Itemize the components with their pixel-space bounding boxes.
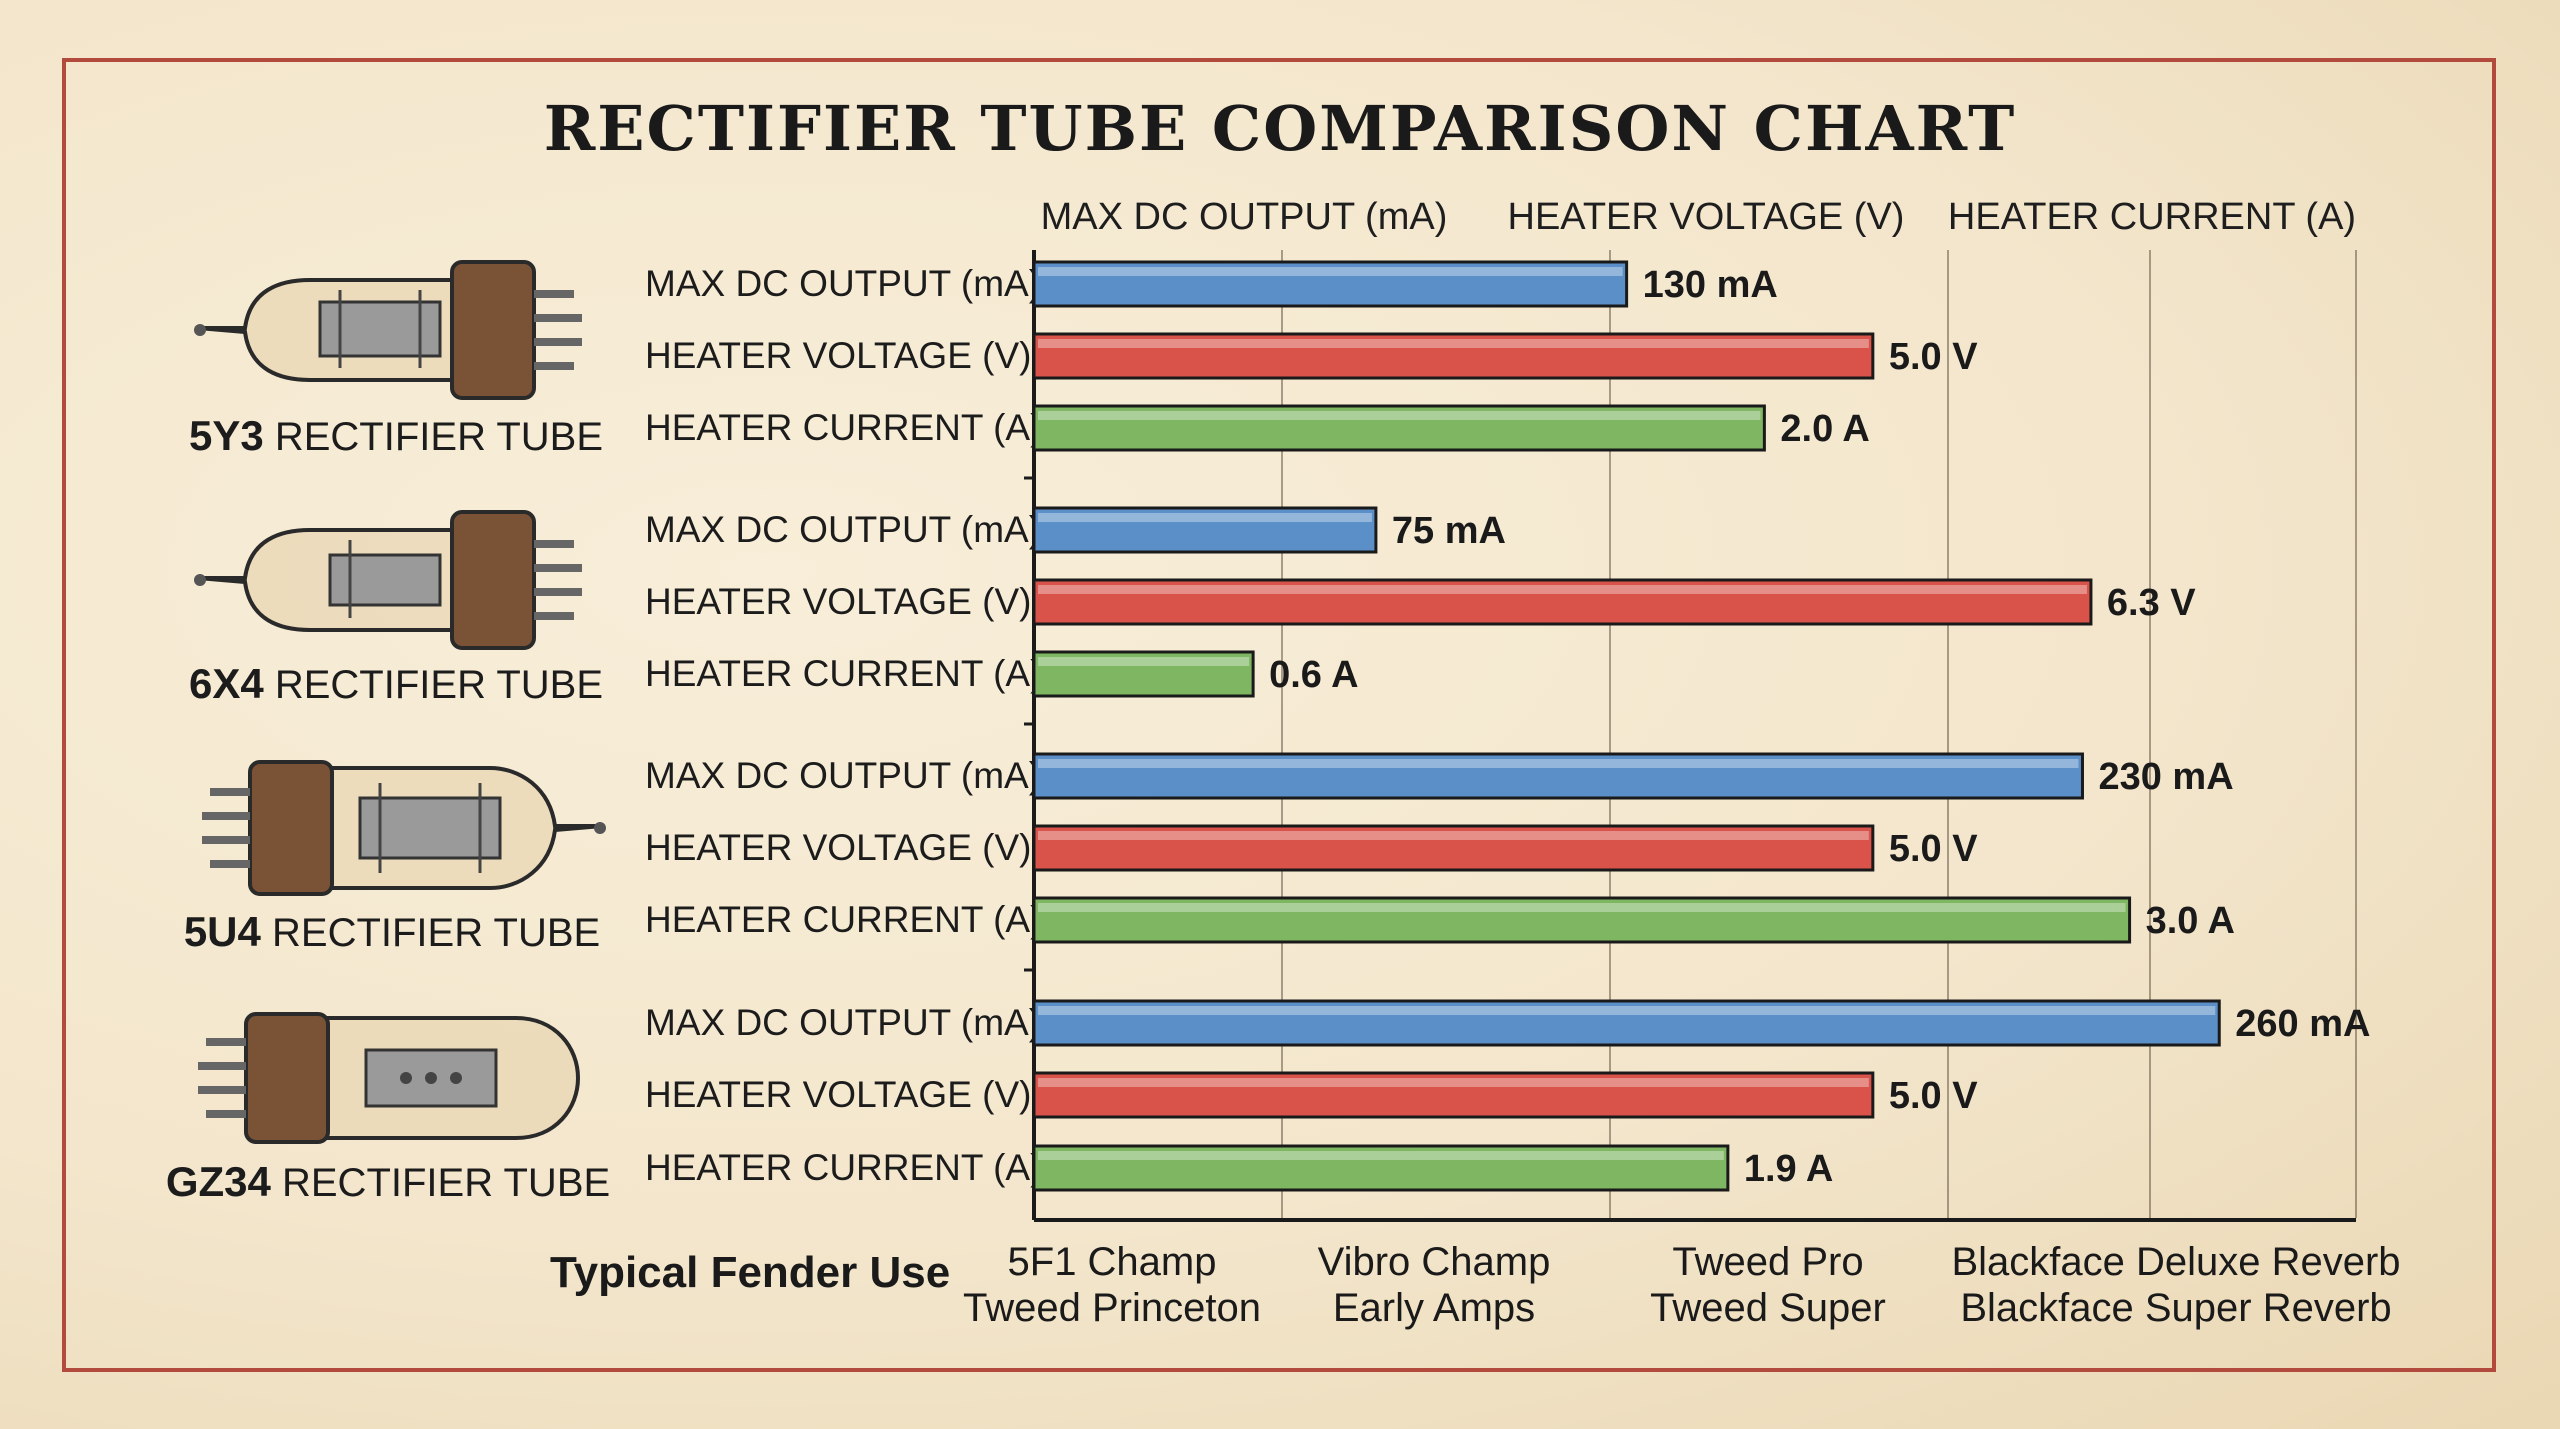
row-label-5y3-heater-current: HEATER CURRENT (A) — [645, 407, 1043, 448]
tube-label-5y3: 5Y3 RECTIFIER TUBE — [188, 412, 604, 459]
value-label-5u4-max-dc-output: 230 mA — [2098, 756, 2233, 798]
typical-use-title: Typical Fender Use — [550, 1248, 951, 1297]
use-2-line-2: Early Amps — [1332, 1286, 1536, 1330]
bar-highlight — [1038, 585, 2087, 594]
value-label-5u4-heater-current: 3.0 A — [2146, 900, 2235, 942]
bar-highlight — [1038, 1151, 1724, 1160]
value-label-6x4-heater-voltage: 6.3 V — [2107, 582, 2196, 624]
bar-gz34-heater-voltage — [1032, 1071, 1875, 1119]
chart-title: RECTIFIER TUBE COMPARISON CHART — [543, 92, 2017, 165]
bar-5u4-max-dc-output — [1032, 752, 2084, 800]
row-label-5u4-heater-voltage: HEATER VOLTAGE (V) — [645, 827, 1032, 868]
bar-highlight — [1038, 513, 1372, 522]
vacuum-tube-6x4-icon — [194, 510, 582, 650]
vacuum-tube-5y3-icon — [194, 260, 582, 400]
bar-highlight — [1038, 267, 1623, 276]
bar-5y3-max-dc-output — [1032, 260, 1629, 308]
use-3-line-2: Tweed Super — [1650, 1286, 1886, 1330]
row-label-6x4-heater-current: HEATER CURRENT (A) — [645, 653, 1043, 694]
bar-5u4-heater-current — [1032, 896, 2132, 944]
bar-5y3-heater-voltage — [1032, 332, 1875, 380]
tube-label-5u4: 5U4 RECTIFIER TUBE — [183, 908, 601, 955]
bar-6x4-max-dc-output — [1032, 506, 1378, 554]
bar-gz34-max-dc-output — [1032, 999, 2221, 1047]
column-header-heater-voltage: HEATER VOLTAGE (V) — [1507, 196, 1905, 238]
bar-gz34-heater-current — [1032, 1144, 1730, 1192]
use-3-line-1: Tweed Pro — [1672, 1240, 1864, 1284]
value-label-gz34-max-dc-output: 260 mA — [2235, 1003, 2370, 1045]
value-label-5y3-heater-voltage: 5.0 V — [1889, 336, 1978, 378]
tube-label-6x4: 6X4 RECTIFIER TUBE — [188, 660, 604, 707]
bar-highlight — [1038, 831, 1869, 840]
bar-5y3-heater-current — [1032, 404, 1766, 452]
bar-5u4-heater-voltage — [1032, 824, 1875, 872]
value-label-5u4-heater-voltage: 5.0 V — [1889, 828, 1978, 870]
row-label-5u4-heater-current: HEATER CURRENT (A) — [645, 899, 1043, 940]
bar-highlight — [1038, 903, 2126, 912]
use-4-line-1: Blackface Deluxe Reverb — [1951, 1240, 2401, 1284]
use-1-line-2: Tweed Princeton — [963, 1286, 1261, 1330]
use-4-line-2: Blackface Super Reverb — [1960, 1286, 2392, 1330]
bar-highlight — [1038, 411, 1761, 420]
row-label-5u4-max-dc-output: MAX DC OUTPUT (mA) — [645, 755, 1042, 796]
column-header-max-dc-output: MAX DC OUTPUT (mA) — [1040, 196, 1448, 238]
bar-6x4-heater-current — [1032, 650, 1255, 698]
value-label-gz34-heater-current: 1.9 A — [1744, 1148, 1833, 1190]
bar-highlight — [1038, 339, 1869, 348]
use-2-line-1: Vibro Champ — [1317, 1240, 1551, 1284]
vacuum-tube-gz34-icon — [198, 1012, 581, 1144]
value-label-5y3-max-dc-output: 130 mA — [1643, 264, 1778, 306]
row-label-gz34-heater-current: HEATER CURRENT (A) — [645, 1147, 1043, 1188]
value-label-6x4-max-dc-output: 75 mA — [1392, 510, 1506, 552]
chart-frame — [62, 58, 2496, 1372]
vacuum-tube-5u4-icon — [202, 760, 606, 896]
value-label-5y3-heater-current: 2.0 A — [1780, 408, 1869, 450]
row-label-gz34-heater-voltage: HEATER VOLTAGE (V) — [645, 1074, 1032, 1115]
value-label-gz34-heater-voltage: 5.0 V — [1889, 1075, 1978, 1117]
row-label-6x4-max-dc-output: MAX DC OUTPUT (mA) — [645, 509, 1042, 550]
row-label-6x4-heater-voltage: HEATER VOLTAGE (V) — [645, 581, 1032, 622]
row-label-5y3-max-dc-output: MAX DC OUTPUT (mA) — [645, 263, 1042, 304]
value-label-6x4-heater-current: 0.6 A — [1269, 654, 1358, 696]
bar-highlight — [1038, 1078, 1869, 1087]
use-1-line-1: 5F1 Champ — [1007, 1240, 1217, 1284]
bar-highlight — [1038, 759, 2079, 768]
bar-6x4-heater-voltage — [1032, 578, 2093, 626]
column-header-heater-current: HEATER CURRENT (A) — [1947, 196, 2357, 238]
row-label-5y3-heater-voltage: HEATER VOLTAGE (V) — [645, 335, 1032, 376]
bar-highlight — [1038, 657, 1250, 666]
bar-highlight — [1038, 1006, 2216, 1015]
row-label-gz34-max-dc-output: MAX DC OUTPUT (mA) — [645, 1002, 1042, 1043]
tube-label-gz34: GZ34 RECTIFIER TUBE — [165, 1158, 611, 1205]
